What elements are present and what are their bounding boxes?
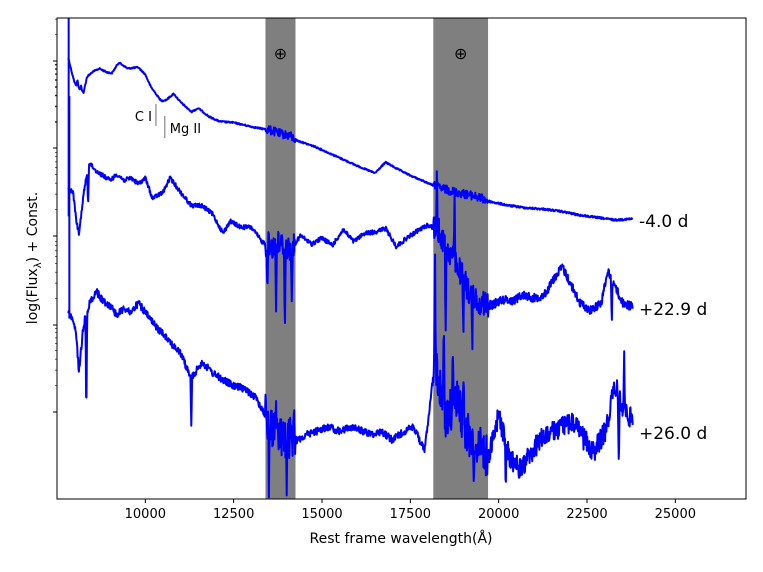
y-axis-label: log(Fluxλ) + Const. <box>25 192 44 324</box>
epoch-label: -4.0 d <box>639 212 688 232</box>
earth-icon: ⊕ <box>274 44 287 63</box>
line-id-label: C I <box>135 110 152 125</box>
epoch-labels: -4.0 d +22.9 d +26.0 d <box>639 212 707 444</box>
line-id-label: Mg II <box>170 122 201 137</box>
x-tick-label: 20000 <box>478 507 519 522</box>
spectra-lines <box>67 18 634 499</box>
line-identifications: C I Mg II <box>135 104 201 138</box>
plot-frame <box>56 17 747 500</box>
spectrum-line-1 <box>67 57 634 222</box>
spectrum-line-2 <box>67 162 634 351</box>
x-tick-label: 22500 <box>566 507 607 522</box>
y-ticks <box>53 18 57 413</box>
earth-icon: ⊕ <box>454 44 467 63</box>
x-ticks: 10000 12500 15000 17500 20000 22500 25000 <box>125 499 696 522</box>
spectrum-line-3 <box>67 253 634 499</box>
epoch-label: +22.9 d <box>639 300 707 320</box>
edge-spike <box>67 18 71 319</box>
x-axis-label: Rest frame wavelength(Å) <box>310 530 493 547</box>
epoch-label: +26.0 d <box>639 424 707 444</box>
x-tick-label: 12500 <box>213 507 254 522</box>
x-tick-label: 15000 <box>301 507 342 522</box>
telluric-symbols: ⊕ ⊕ <box>274 44 468 63</box>
x-tick-label: 17500 <box>390 507 431 522</box>
x-tick-label: 25000 <box>655 507 696 522</box>
x-tick-label: 10000 <box>125 507 166 522</box>
